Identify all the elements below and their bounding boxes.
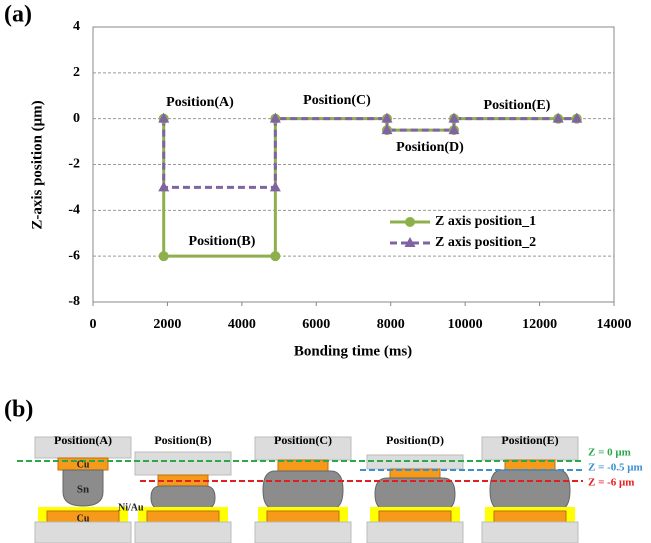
- cu-pad: [494, 511, 566, 522]
- legend-marker: [405, 217, 415, 227]
- top-substrate: [135, 452, 231, 475]
- z-label: Z = 0 μm: [588, 447, 631, 459]
- data-point: [270, 251, 280, 261]
- annotation: Position(A): [166, 95, 234, 110]
- position-label: Position(E): [501, 433, 558, 447]
- solder: [490, 470, 570, 510]
- x-tick-label: 6000: [302, 317, 330, 332]
- bottom-substrate: [35, 522, 131, 543]
- series-line: [164, 119, 577, 188]
- cu-pad: [267, 511, 339, 522]
- x-tick-label: 4000: [228, 317, 256, 332]
- y-tick-label: 4: [73, 19, 80, 34]
- panel-label: (a): [4, 2, 32, 28]
- x-axis-title: Bonding time (ms): [294, 343, 412, 359]
- cu-pad: [147, 511, 219, 522]
- annotation: Position(C): [303, 93, 371, 108]
- position-label: Position(B): [154, 433, 211, 447]
- data-point: [159, 251, 169, 261]
- y-tick-label: 2: [73, 65, 80, 80]
- cu-pad: [278, 460, 328, 471]
- annotation: Position(D): [396, 140, 464, 155]
- panel-label: (b): [4, 397, 33, 423]
- x-tick-label: 2000: [153, 317, 181, 332]
- y-tick-label: -6: [68, 248, 80, 263]
- material-label: Sn: [77, 484, 89, 496]
- y-tick-label: -4: [68, 203, 80, 218]
- cu-pad: [379, 511, 451, 522]
- y-tick-label: 0: [73, 111, 80, 126]
- cu-pad: [158, 475, 208, 486]
- legend-label: Z axis position_1: [435, 214, 536, 229]
- annotation: Position(E): [484, 98, 551, 113]
- x-tick-label: 0: [90, 317, 97, 332]
- z-label: Z = -6 μm: [588, 477, 634, 489]
- bottom-substrate: [135, 522, 231, 543]
- legend-label: Z axis position_2: [435, 235, 536, 250]
- position-label: Position(A): [54, 433, 112, 447]
- x-tick-label: 8000: [377, 317, 405, 332]
- y-tick-label: -2: [68, 157, 80, 172]
- x-tick-label: 12000: [522, 317, 557, 332]
- bottom-substrate: [367, 522, 463, 543]
- x-tick-label: 10000: [448, 317, 483, 332]
- y-tick-label: -8: [68, 294, 80, 309]
- annotation: Position(B): [189, 234, 256, 249]
- solder: [375, 478, 455, 510]
- material-label: Ni/Au: [118, 502, 144, 513]
- solder: [263, 471, 343, 509]
- x-tick-label: 14000: [597, 317, 632, 332]
- material-label: Cu: [77, 459, 90, 470]
- solder: [151, 486, 215, 509]
- bottom-substrate: [255, 522, 351, 543]
- z-label: Z = -0.5 μm: [588, 462, 643, 474]
- bottom-substrate: [482, 522, 578, 543]
- y-axis-title: Z-axis position (μm): [29, 100, 45, 229]
- figure: (a) Bonding time (ms) Z-axis position (μ…: [0, 0, 651, 543]
- position-label: Position(C): [274, 433, 332, 447]
- material-label: Cu: [77, 513, 90, 524]
- position-label: Position(D): [386, 433, 444, 447]
